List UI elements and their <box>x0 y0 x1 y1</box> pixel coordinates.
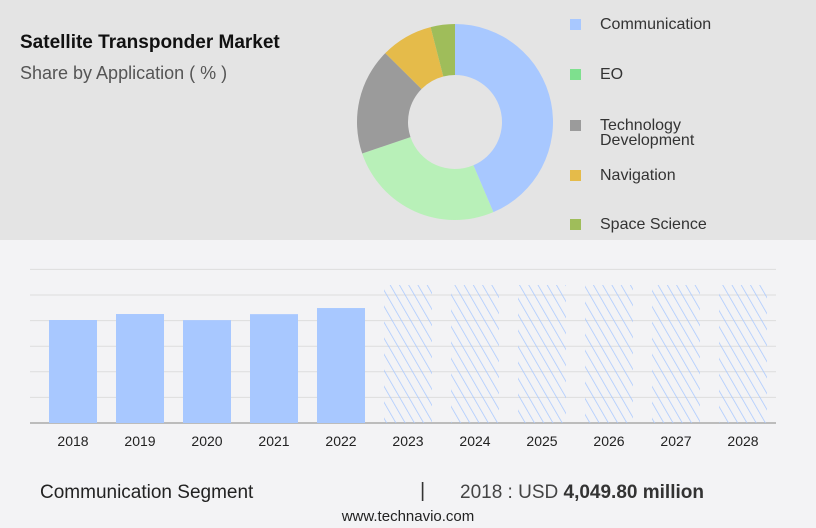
legend-swatch <box>570 19 581 30</box>
legend-label: Communication <box>600 16 712 33</box>
segment-value: 2018 : USD 4,049.80 million <box>460 482 704 504</box>
bar-2018 <box>49 320 97 423</box>
x-tick-label: 2020 <box>191 433 222 449</box>
legend-swatch <box>570 170 581 181</box>
x-tick-label: 2018 <box>57 433 88 449</box>
bar-2024 <box>451 285 499 423</box>
legend-label: Space Science <box>600 216 707 233</box>
x-tick-label: 2019 <box>124 433 155 449</box>
donut-slice-space-science <box>430 24 455 77</box>
year-label: 2018 : USD <box>460 482 564 503</box>
donut-slice-eo <box>362 137 494 220</box>
bar-2027 <box>652 285 700 423</box>
bar-2022 <box>317 308 365 423</box>
bar-2021 <box>250 314 298 423</box>
x-tick-label: 2021 <box>258 433 289 449</box>
website: www.technavio.com <box>341 508 475 525</box>
donut-slice-navigation <box>385 27 444 89</box>
segment-label: Communication Segment <box>40 482 254 503</box>
bar-chart: 2018 2019 2020 2021 2022 2023 2024 2025 2026 2027… <box>30 268 776 449</box>
legend-label: EO <box>600 66 624 83</box>
legend-swatch <box>570 120 581 131</box>
chart-title: Satellite Transponder Market <box>20 32 280 53</box>
bar-2026 <box>585 285 633 423</box>
legend-label: Technology Development <box>600 117 695 149</box>
donut-slice-communication <box>455 24 553 213</box>
bar-2019 <box>116 314 164 423</box>
bar-2025 <box>518 285 566 423</box>
bar-2023 <box>384 285 432 423</box>
chart-subtitle: Share by Application ( % ) <box>20 63 228 83</box>
x-tick-label: 2024 <box>459 433 490 449</box>
x-tick-label: 2026 <box>593 433 624 449</box>
separator: | <box>420 480 426 502</box>
x-tick-label: 2023 <box>392 433 423 449</box>
donut-slice-technology-development <box>357 53 422 154</box>
value-amount: 4,049.80 million <box>563 482 704 503</box>
x-tick-label: 2027 <box>660 433 691 449</box>
legend-swatch <box>570 219 581 230</box>
legend-label: Navigation <box>600 167 676 184</box>
x-tick-label: 2022 <box>325 433 356 449</box>
bar-2028 <box>719 285 767 423</box>
legend-swatch <box>570 69 581 80</box>
donut-chart <box>357 24 553 220</box>
bar-2020 <box>183 320 231 423</box>
x-tick-label: 2028 <box>727 433 758 449</box>
x-tick-label: 2025 <box>526 433 557 449</box>
